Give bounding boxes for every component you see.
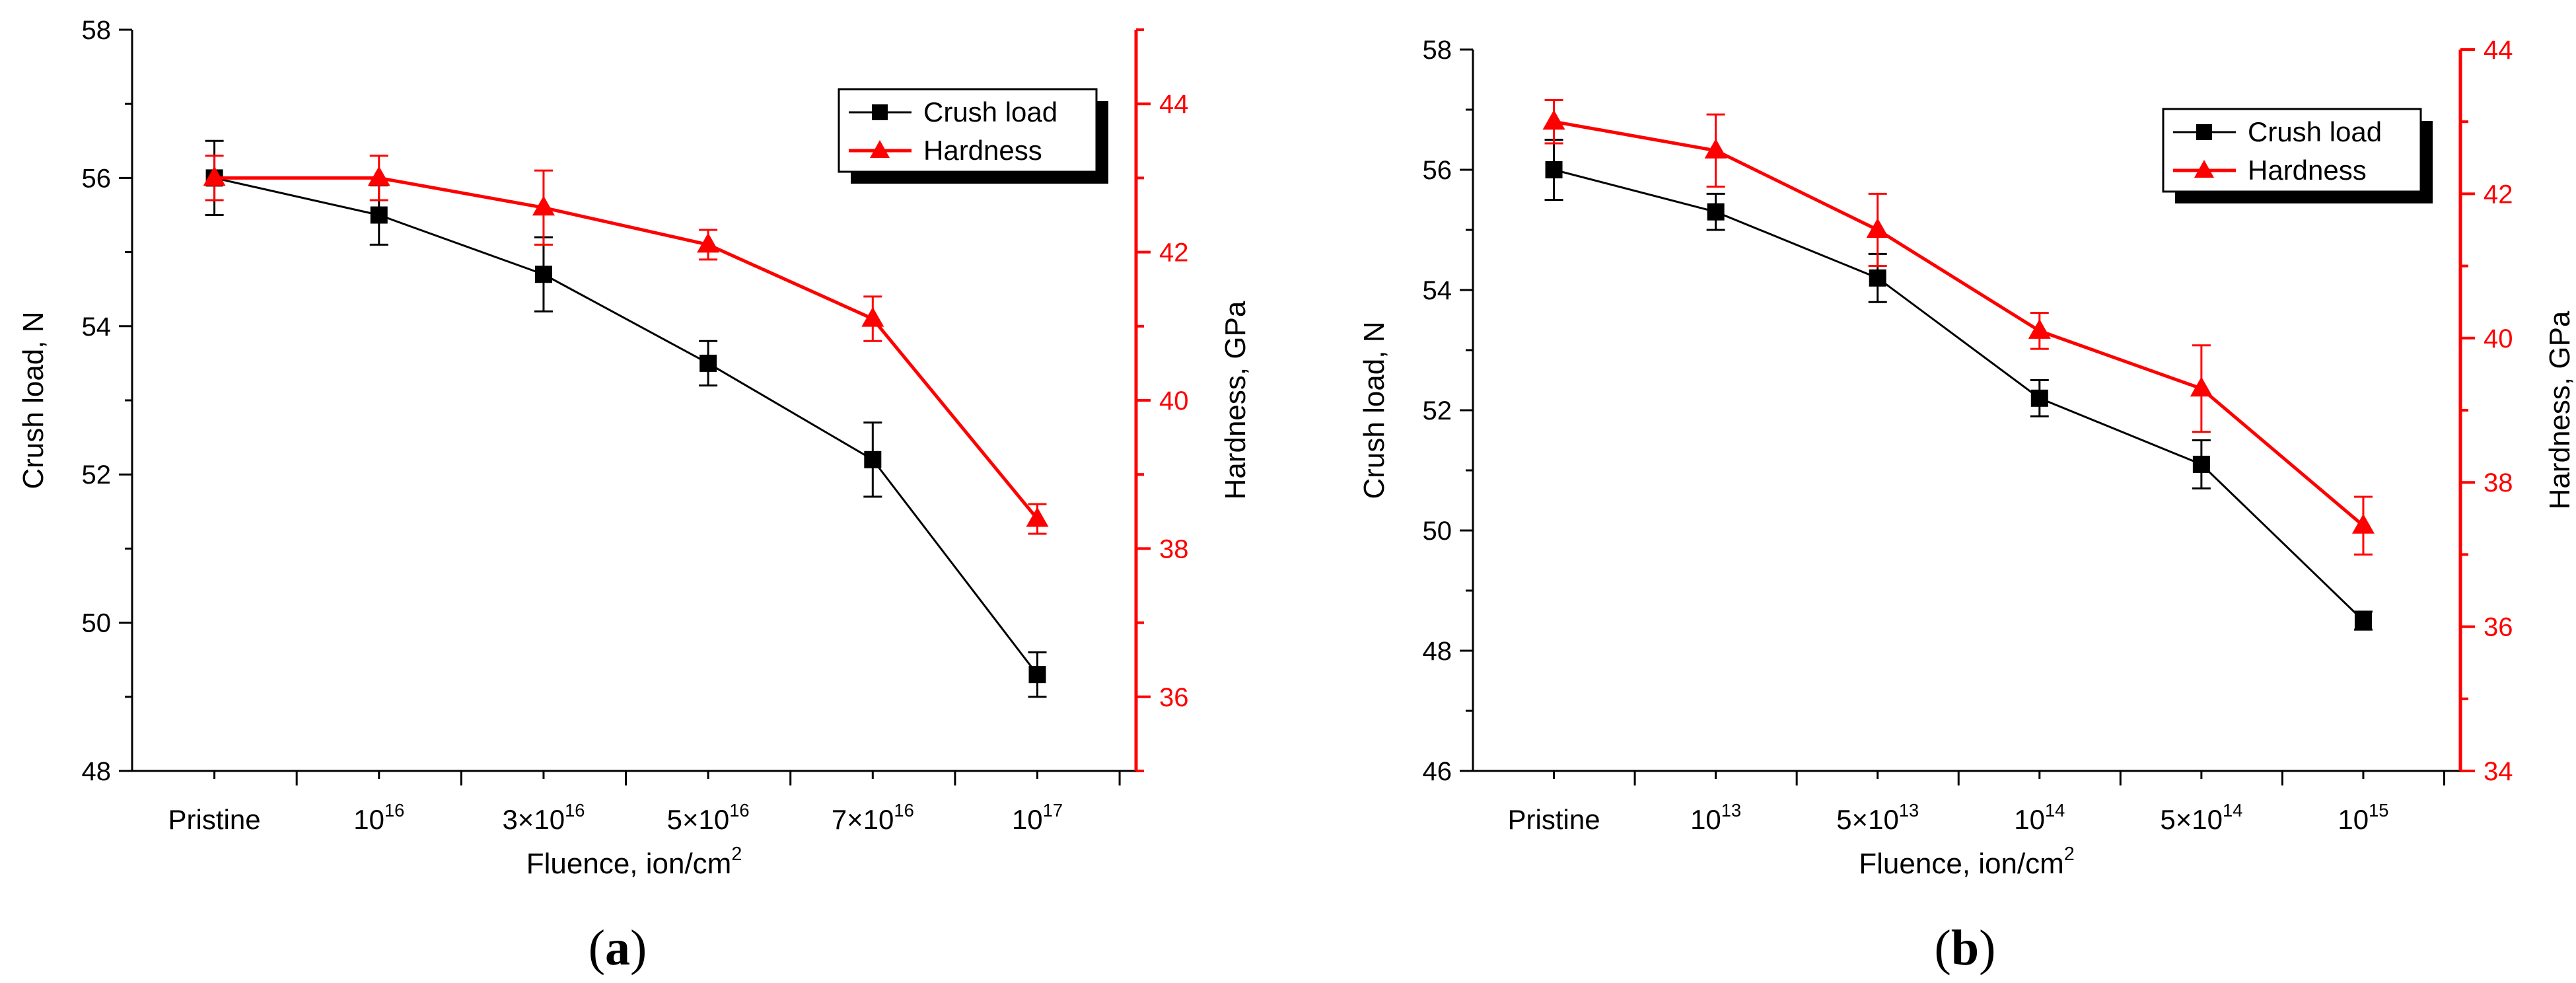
series-line bbox=[1554, 168, 2364, 622]
legend-label: Crush load bbox=[2248, 116, 2382, 147]
x-axis-title: Fluence, ion/cm2 bbox=[1859, 844, 2074, 880]
series-line bbox=[214, 176, 1039, 521]
y-axis-title: Crush load, N bbox=[17, 311, 50, 489]
y-tick-label: 46 bbox=[1423, 757, 1452, 786]
x-tick-label: 5×1016 bbox=[667, 800, 750, 835]
data-point bbox=[697, 233, 720, 253]
legend: Crush load Hardness bbox=[2162, 108, 2433, 203]
legend-label: Hardness bbox=[923, 135, 1042, 166]
x-tick-label: 1014 bbox=[2014, 800, 2065, 835]
y2-axis-title: Hardness, GPa bbox=[1219, 301, 1252, 499]
data-point bbox=[2190, 377, 2213, 397]
y-tick-label: 54 bbox=[82, 312, 112, 342]
y2-tick-label: 36 bbox=[2484, 613, 2513, 642]
chart-panel-a: 48 50 52 54 56 58 36 38 40 42 44 Pristine 1016 3×1016… bbox=[17, 16, 1252, 976]
y2-tick-label: 44 bbox=[1159, 90, 1189, 119]
y-tick-label: 54 bbox=[1423, 276, 1452, 305]
y2-tick-label: 40 bbox=[2484, 324, 2513, 353]
data-point bbox=[861, 307, 884, 327]
data-point bbox=[2030, 389, 2048, 407]
y-tick-label: 48 bbox=[1423, 637, 1452, 666]
data-point bbox=[534, 266, 552, 283]
x-tick-label: Pristine bbox=[168, 804, 261, 835]
data-point bbox=[1026, 507, 1049, 527]
data-point bbox=[1028, 666, 1046, 684]
y2-tick-label: 40 bbox=[1159, 386, 1189, 416]
data-point bbox=[1545, 161, 1563, 178]
data-point bbox=[203, 166, 226, 186]
y2-tick-label: 34 bbox=[2484, 757, 2513, 786]
x-tick-label: 1016 bbox=[353, 800, 404, 835]
y2-axis-title: Hardness, GPa bbox=[2544, 310, 2576, 509]
data-point bbox=[1866, 218, 1889, 238]
x-tick-label: 1015 bbox=[2338, 800, 2388, 835]
data-point bbox=[532, 196, 555, 216]
legend-label: Crush load bbox=[923, 96, 1057, 127]
x-axis-title: Fluence, ion/cm2 bbox=[526, 844, 742, 880]
legend-marker bbox=[2196, 124, 2212, 140]
y-tick-label: 56 bbox=[82, 164, 112, 193]
data-point bbox=[1704, 138, 1727, 159]
y-tick-label: 58 bbox=[82, 16, 112, 45]
legend-box bbox=[2162, 108, 2422, 193]
y2-tick-label: 36 bbox=[1159, 683, 1189, 712]
legend-label: Hardness bbox=[2248, 155, 2367, 186]
panel-label: (a) bbox=[589, 920, 647, 976]
y2-tick-label: 44 bbox=[2484, 36, 2513, 65]
y2-tick-label: 42 bbox=[2484, 180, 2513, 209]
series-hardness bbox=[1542, 98, 2375, 556]
y-tick-label: 52 bbox=[82, 460, 112, 490]
series-line bbox=[214, 176, 1038, 676]
data-point bbox=[864, 451, 882, 468]
y-tick-label: 58 bbox=[1423, 36, 1452, 65]
x-tick-label: 1013 bbox=[1690, 800, 1741, 835]
data-point bbox=[367, 166, 390, 186]
series-hardness bbox=[203, 155, 1049, 535]
data-point bbox=[1542, 110, 1565, 130]
x-tick-label: 1017 bbox=[1012, 800, 1063, 835]
legend-box bbox=[838, 88, 1098, 173]
x-tick-label: 5×1013 bbox=[1836, 800, 1919, 835]
x-tick-label: 5×1014 bbox=[2160, 800, 2242, 835]
data-point bbox=[2354, 612, 2372, 630]
x-tick-label: 7×1016 bbox=[832, 800, 914, 835]
data-point bbox=[2351, 513, 2375, 534]
series-crush-load bbox=[205, 139, 1047, 698]
y-tick-label: 50 bbox=[1423, 517, 1452, 546]
data-point bbox=[1707, 203, 1725, 221]
chart-panel-b: 46 48 50 52 54 56 58 34 36 38 40 42 44 Pristine 1013 5×… bbox=[1358, 36, 2576, 976]
data-point bbox=[1869, 269, 1886, 287]
legend-marker bbox=[2194, 160, 2214, 178]
y-tick-label: 48 bbox=[82, 757, 112, 786]
data-point bbox=[2028, 318, 2051, 339]
y-tick-label: 50 bbox=[82, 609, 112, 638]
y-axis-title: Crush load, N bbox=[1358, 321, 1390, 499]
x-tick-label: Pristine bbox=[1508, 804, 1600, 835]
data-point bbox=[370, 206, 388, 224]
data-point bbox=[2192, 455, 2210, 473]
y2-tick-label: 38 bbox=[1159, 534, 1189, 564]
data-point bbox=[699, 354, 717, 372]
legend-marker bbox=[870, 140, 890, 158]
y2-tick-label: 38 bbox=[2484, 468, 2513, 497]
series-crush-load bbox=[1544, 139, 2373, 631]
series-line bbox=[1554, 120, 2365, 527]
panel-label: (b) bbox=[1935, 920, 1996, 976]
legend: Crush load Hardness bbox=[838, 88, 1108, 184]
y-tick-label: 56 bbox=[1423, 156, 1452, 185]
legend-marker bbox=[872, 104, 888, 120]
y-tick-label: 52 bbox=[1423, 396, 1452, 425]
y2-tick-label: 42 bbox=[1159, 238, 1189, 268]
x-tick-label: 3×1016 bbox=[502, 800, 585, 835]
